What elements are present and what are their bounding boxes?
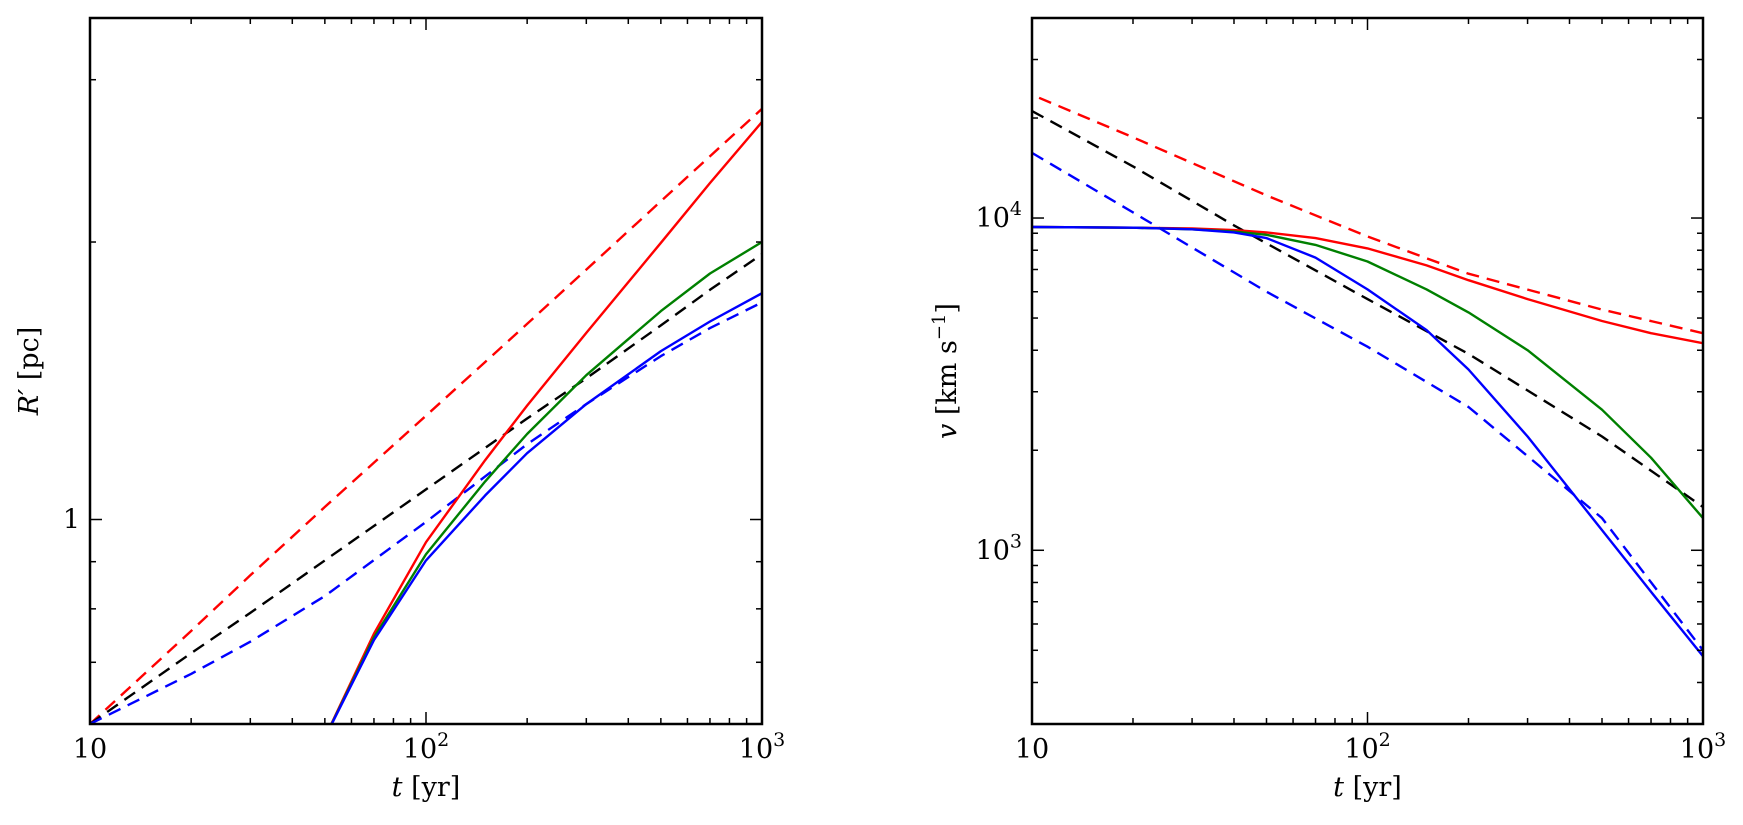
left-xtick-label: 103	[739, 729, 785, 765]
right-series-group	[1032, 96, 1703, 657]
left-ytick-label: 1	[63, 505, 80, 536]
right-ticks	[1031, 17, 1704, 725]
left-ticks	[89, 18, 763, 725]
right-plot-frame	[1030, 16, 1705, 726]
right-series-green-solid	[1032, 225, 1703, 519]
right-series-blue-dashed	[1032, 151, 1703, 652]
right-ytick-label: 103	[976, 530, 1022, 566]
left-panel-radius-vs-time: 10 102 103 1 t [yr] R′ [pc]	[14, 16, 785, 803]
right-series-blue-solid	[1032, 225, 1703, 657]
right-panel-velocity-vs-time: 10 102 103 103 104 t [yr] v [km s−1]	[929, 16, 1726, 803]
right-y-axis-label: v [km s−1]	[929, 303, 963, 439]
right-series-black-dashed	[1032, 109, 1703, 508]
left-xtick-label: 10	[73, 734, 107, 765]
left-series-group	[90, 107, 762, 724]
right-x-axis-label: t [yr]	[1333, 772, 1402, 803]
left-x-axis-label: t [yr]	[392, 772, 461, 803]
left-series-green-solid	[330, 240, 762, 724]
left-plot-frame	[88, 16, 764, 726]
right-xtick-label: 10	[1015, 734, 1049, 765]
left-series-red-solid	[329, 121, 762, 724]
right-ytick-label: 104	[976, 198, 1022, 234]
right-series-red-solid	[1032, 225, 1703, 345]
right-series-red-dashed	[1038, 96, 1703, 335]
left-y-axis-label: R′ [pc]	[14, 327, 45, 417]
left-series-black-dashed	[90, 253, 762, 724]
left-series-blue-dashed	[90, 301, 762, 724]
right-xtick-label: 102	[1344, 729, 1390, 765]
right-xtick-label: 103	[1680, 729, 1726, 765]
left-xtick-label: 102	[403, 729, 449, 765]
left-series-red-dashed	[90, 107, 762, 724]
left-series-blue-solid	[330, 292, 762, 724]
